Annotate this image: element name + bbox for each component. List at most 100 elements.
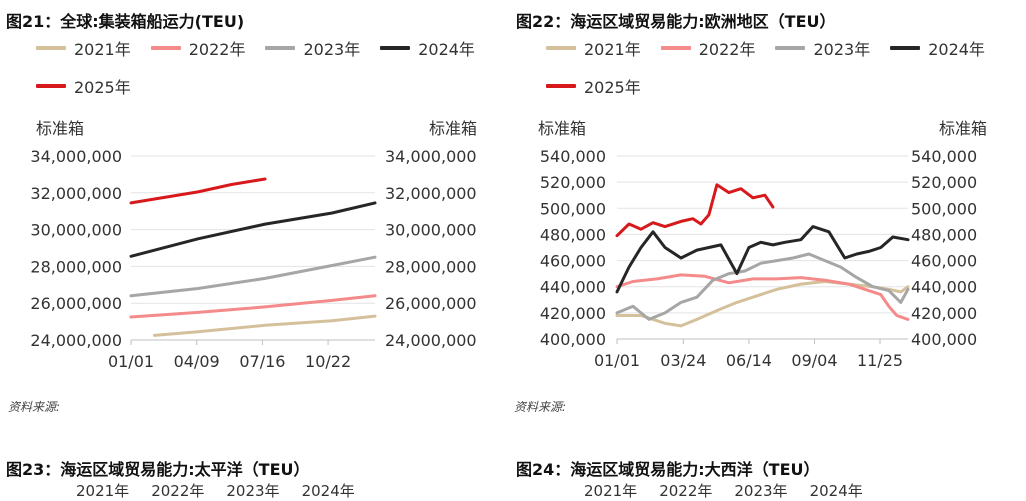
legend-item: 2023年 <box>775 36 870 60</box>
y-tick-label-right: 28,000,000 <box>385 257 477 276</box>
line-chart: 24,000,000 24,000,000 26,000,000 26,000,000… <box>30 147 477 371</box>
chart-legend: 2021年 2022年 2023年 2024年 2025年 <box>546 36 1006 98</box>
legend-item: 2022年 <box>150 36 246 60</box>
legend-swatch <box>775 46 806 50</box>
legend-item: 2024年 <box>890 36 985 60</box>
legend-label: 2023年 <box>734 482 788 500</box>
legend-swatch <box>36 46 66 50</box>
y-tick-label-right: 400,000 <box>911 330 977 349</box>
next-chart-title-atlantic: 图24：海运区域贸易能力:大西洋（TEU） <box>516 460 820 479</box>
y-tick-label-left: 34,000,000 <box>30 147 122 166</box>
series-line-2021年 <box>153 314 377 337</box>
legend-swatch <box>546 84 576 88</box>
legend-item: 2021年 <box>546 36 641 60</box>
y-tick-label-left: 26,000,000 <box>30 294 122 313</box>
legend-label: 2023年 <box>813 40 871 59</box>
next-chart-title-pacific: 图23：海运区域贸易能力:太平洋（TEU） <box>6 460 310 479</box>
y-tick-label-left: 420,000 <box>540 304 606 323</box>
x-tick-label: 09/04 <box>791 351 837 370</box>
chart-panel-europe-capacity: 图22：海运区域贸易能力:欧洲地区（TEU） 2021年 2022年 2023年 20… <box>510 0 1015 420</box>
y-axis-label-right: 标准箱 <box>938 119 987 138</box>
source-note: 资料来源: <box>514 400 567 414</box>
series-line-2024年 <box>129 201 377 258</box>
legend-swatch <box>265 46 296 50</box>
x-tick-label: 10/22 <box>305 352 351 371</box>
series-line-2024年 <box>615 225 910 294</box>
series-line-2023年 <box>129 255 377 298</box>
x-tick-label: 11/25 <box>857 351 903 370</box>
y-tick-label-right: 460,000 <box>911 252 977 271</box>
legend-swatch <box>890 46 921 50</box>
legend-label: 2024年 <box>418 40 475 59</box>
legend-swatch <box>380 46 411 50</box>
y-tick-label-right: 420,000 <box>911 304 977 323</box>
y-tick-label-left: 460,000 <box>540 252 606 271</box>
x-tick-label: 01/01 <box>108 352 154 371</box>
legend-label: 2023年 <box>226 482 280 500</box>
legend-label: 2025年 <box>584 78 641 97</box>
y-tick-label-left: 30,000,000 <box>30 221 122 240</box>
y-tick-label-right: 500,000 <box>911 199 977 218</box>
series-line-2022年 <box>615 273 910 321</box>
chart-title: 图21：全球:集装箱船运力(TEU) <box>6 12 245 31</box>
y-tick-label-left: 32,000,000 <box>30 184 122 203</box>
next-chart-legend-pacific: 2021年 2022年 2023年 2024年 <box>76 480 355 501</box>
series-line-2025年 <box>129 177 267 205</box>
legend-label: 2024年 <box>928 40 985 59</box>
legend-item: 2024年 <box>380 36 475 60</box>
legend-label: 2021年 <box>584 40 641 59</box>
x-tick-label: 04/09 <box>174 352 220 371</box>
legend-swatch <box>36 84 66 88</box>
y-tick-label-left: 500,000 <box>540 199 606 218</box>
legend-item: 2021年 <box>36 36 131 60</box>
series-line-2023年 <box>615 252 910 321</box>
y-tick-label-left: 540,000 <box>540 147 606 166</box>
x-tick-label: 01/01 <box>594 351 640 370</box>
legend-item: 2025年 <box>546 74 641 98</box>
y-tick-label-left: 440,000 <box>540 278 606 297</box>
y-axis-label-right: 标准箱 <box>428 119 477 138</box>
legend-label: 2024年 <box>809 482 863 500</box>
legend-label: 2022年 <box>698 40 756 59</box>
y-tick-label-left: 28,000,000 <box>30 257 122 276</box>
chart-panel-global-capacity: 图21：全球:集装箱船运力(TEU) 2021年 2022年 2023年 2024年 2… <box>0 0 505 420</box>
legend-item: 2025年 <box>36 74 131 98</box>
legend-swatch <box>546 46 576 50</box>
y-tick-label-right: 520,000 <box>911 173 977 192</box>
source-note: 资料来源: <box>8 400 61 414</box>
next-chart-legend-atlantic: 2021年 2022年 2023年 2024年 <box>584 480 863 501</box>
y-tick-label-right: 440,000 <box>911 278 977 297</box>
legend-label: 2022年 <box>151 482 205 500</box>
legend-label: 2022年 <box>188 40 246 59</box>
legend-swatch <box>660 46 691 50</box>
y-tick-label-right: 540,000 <box>911 147 977 166</box>
y-axis-label-left: 标准箱 <box>36 119 85 138</box>
y-tick-label-right: 480,000 <box>911 225 977 244</box>
legend-label: 2023年 <box>303 40 361 59</box>
legend-item: 2022年 <box>660 36 756 60</box>
legend-label: 2021年 <box>76 482 130 500</box>
x-tick-label: 03/24 <box>660 351 706 370</box>
y-tick-label-left: 480,000 <box>540 225 606 244</box>
legend-swatch <box>150 46 181 50</box>
line-chart: 400,000 400,000 420,000 420,000 440,000 440,0… <box>540 147 977 370</box>
legend-item: 2023年 <box>265 36 360 60</box>
y-tick-label-right: 30,000,000 <box>385 221 477 240</box>
legend-label: 2022年 <box>659 482 713 500</box>
y-tick-label-right: 24,000,000 <box>385 331 477 350</box>
chart-title: 图22：海运区域贸易能力:欧洲地区（TEU） <box>516 12 836 31</box>
series-line-2022年 <box>129 294 377 319</box>
legend-label: 2024年 <box>301 482 355 500</box>
y-tick-label-left: 400,000 <box>540 330 606 349</box>
series-line-2025年 <box>615 183 775 238</box>
y-tick-label-right: 32,000,000 <box>385 184 477 203</box>
legend-label: 2025年 <box>74 78 131 97</box>
y-tick-label-left: 24,000,000 <box>30 331 122 350</box>
y-tick-label-right: 34,000,000 <box>385 147 477 166</box>
y-tick-label-left: 520,000 <box>540 173 606 192</box>
legend-label: 2021年 <box>74 40 131 59</box>
x-tick-label: 06/14 <box>726 351 772 370</box>
y-tick-label-right: 26,000,000 <box>385 294 477 313</box>
legend-label: 2021年 <box>584 482 638 500</box>
x-tick-label: 07/16 <box>239 352 285 371</box>
